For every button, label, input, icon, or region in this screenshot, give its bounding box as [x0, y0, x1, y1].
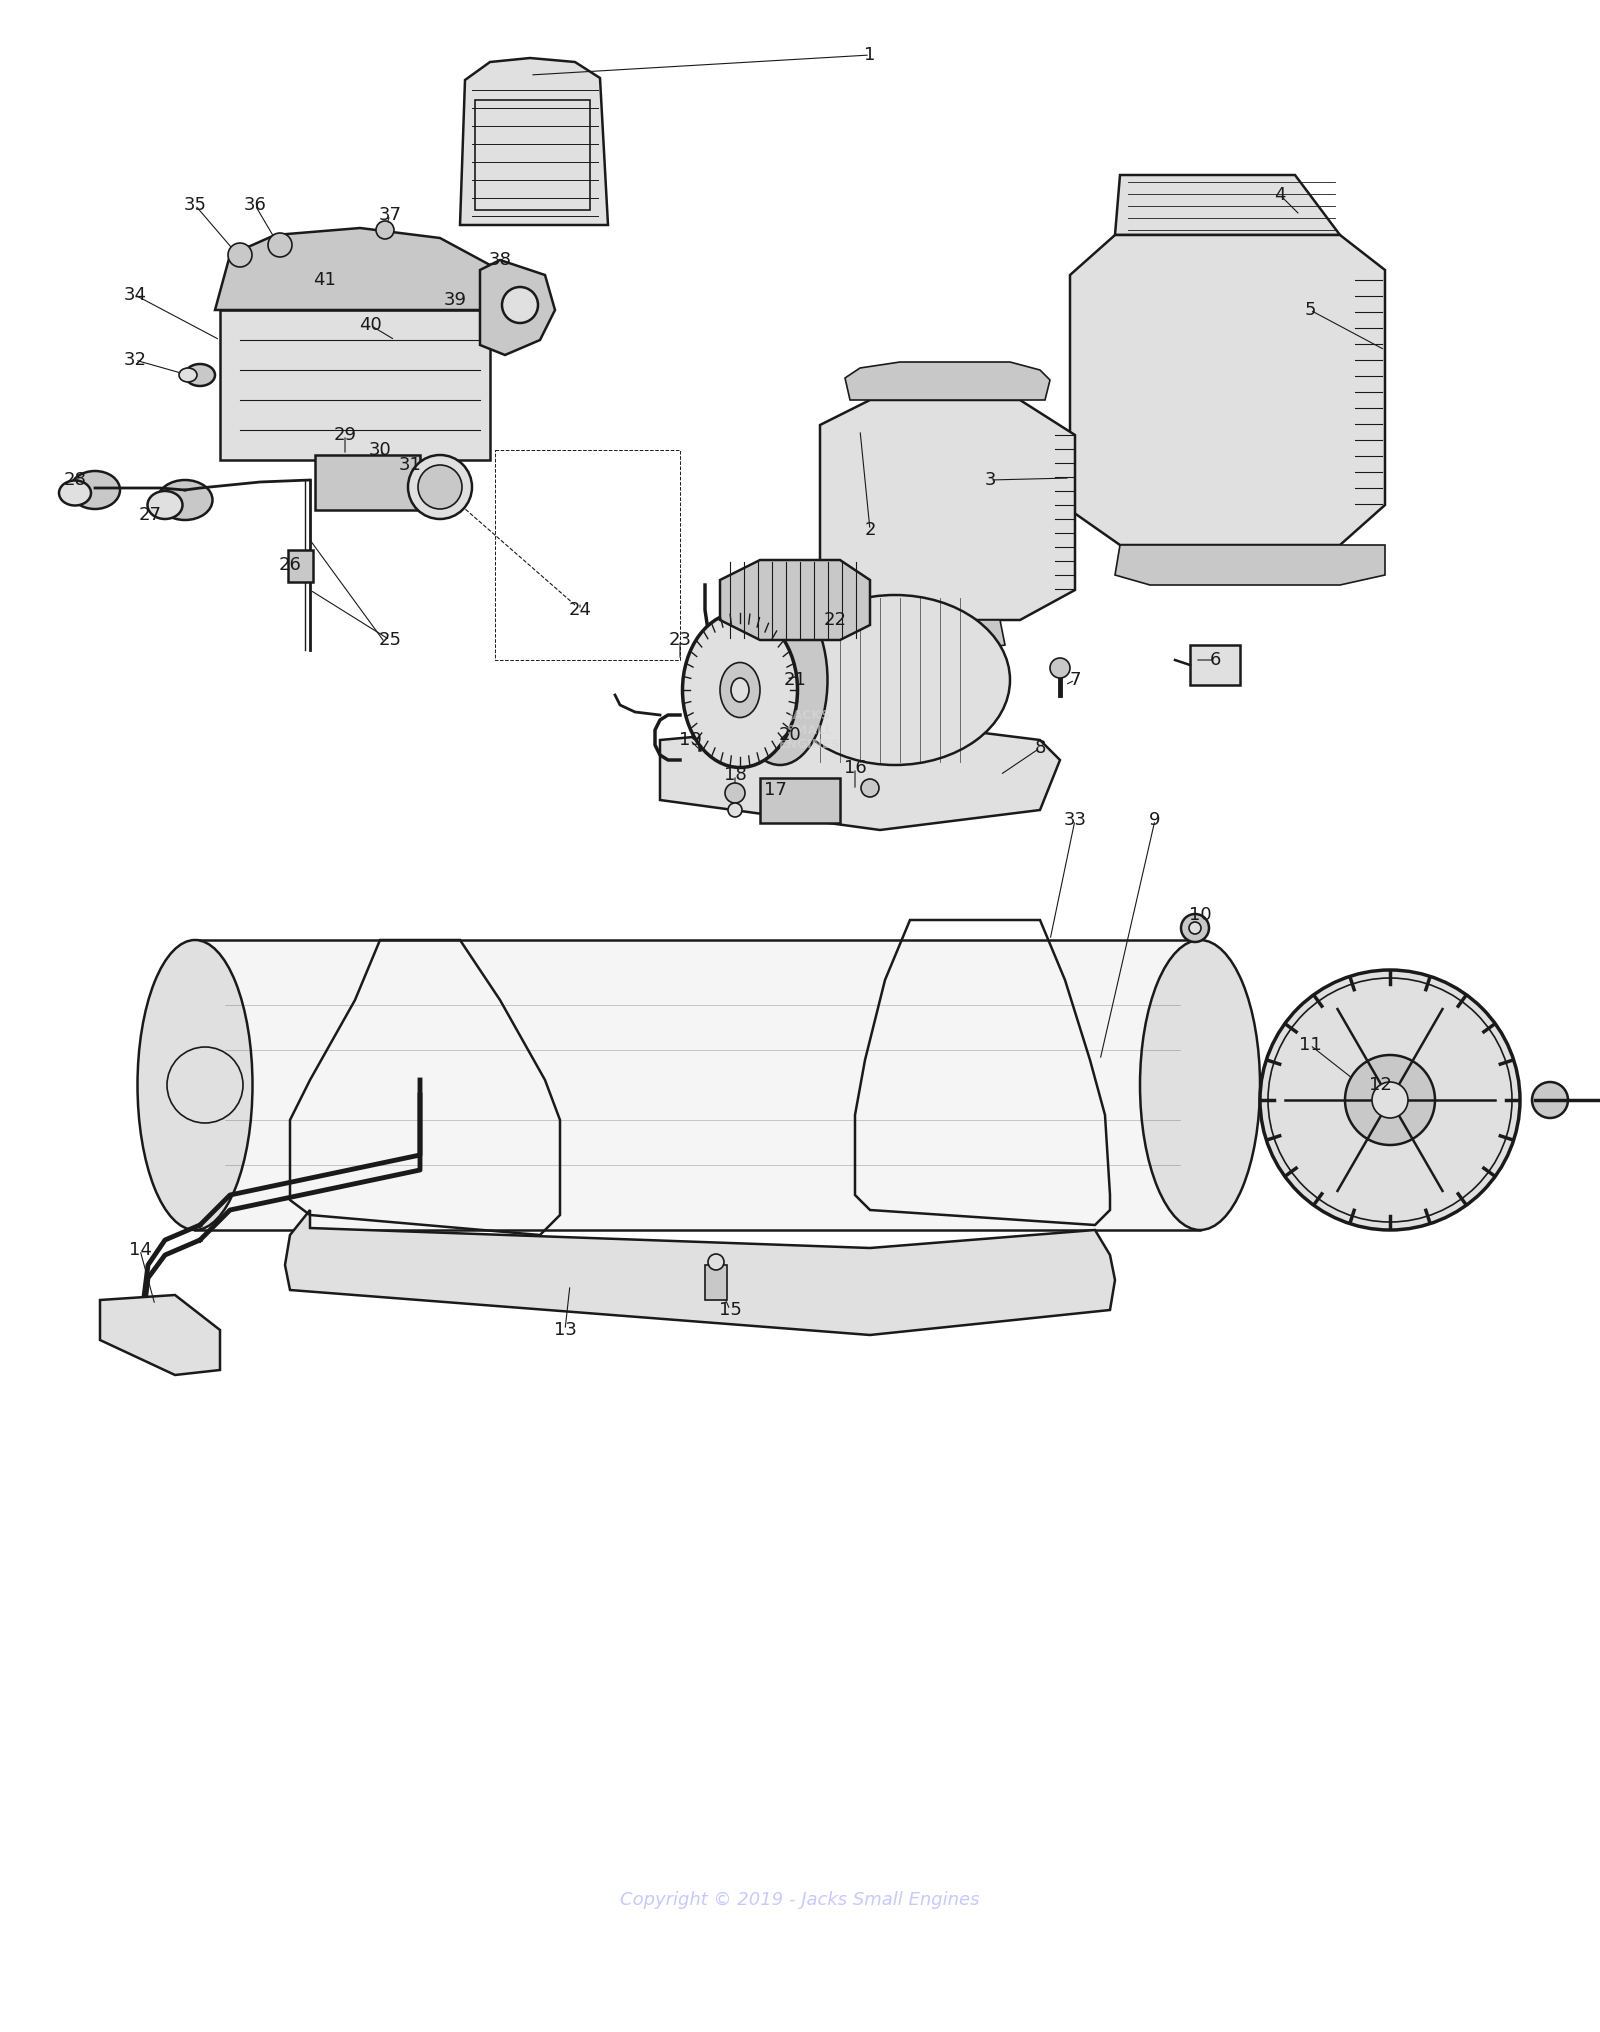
- Circle shape: [502, 287, 538, 323]
- Ellipse shape: [683, 612, 797, 768]
- Ellipse shape: [179, 368, 197, 382]
- Polygon shape: [480, 260, 555, 356]
- Ellipse shape: [781, 595, 1010, 764]
- Text: 19: 19: [678, 732, 701, 750]
- FancyBboxPatch shape: [315, 455, 419, 510]
- Text: 2: 2: [864, 520, 875, 538]
- Text: 4: 4: [1274, 187, 1286, 203]
- Polygon shape: [819, 400, 1075, 620]
- Polygon shape: [661, 719, 1059, 829]
- Text: 3: 3: [984, 471, 995, 490]
- Text: 14: 14: [128, 1242, 152, 1260]
- Ellipse shape: [138, 941, 253, 1229]
- Text: 12: 12: [1368, 1077, 1392, 1093]
- Text: 35: 35: [184, 195, 206, 213]
- Ellipse shape: [720, 662, 760, 717]
- Text: 27: 27: [139, 506, 162, 524]
- Circle shape: [1050, 658, 1070, 679]
- Text: 13: 13: [554, 1321, 576, 1339]
- FancyBboxPatch shape: [760, 778, 840, 823]
- Text: 34: 34: [123, 287, 147, 305]
- Ellipse shape: [731, 679, 749, 701]
- Text: 7: 7: [1069, 671, 1080, 689]
- Text: 20: 20: [779, 725, 802, 744]
- Circle shape: [1261, 969, 1520, 1229]
- Text: 40: 40: [358, 317, 381, 333]
- Text: 21: 21: [784, 671, 806, 689]
- Ellipse shape: [186, 364, 214, 386]
- Text: 29: 29: [333, 427, 357, 445]
- Circle shape: [1189, 923, 1202, 935]
- Circle shape: [418, 465, 462, 508]
- Text: 6: 6: [1210, 650, 1221, 669]
- Text: JACKS
SMALL
ENGINES: JACKS SMALL ENGINES: [779, 709, 840, 752]
- Text: 30: 30: [368, 441, 392, 459]
- Circle shape: [1346, 1055, 1435, 1144]
- Circle shape: [1181, 914, 1210, 943]
- Text: 26: 26: [278, 557, 301, 573]
- Text: 22: 22: [824, 612, 846, 630]
- Polygon shape: [845, 362, 1050, 400]
- Text: 23: 23: [669, 632, 691, 648]
- Polygon shape: [1115, 545, 1386, 585]
- FancyBboxPatch shape: [706, 1266, 726, 1300]
- Text: 8: 8: [1034, 740, 1046, 758]
- Polygon shape: [1070, 236, 1386, 545]
- Text: 41: 41: [314, 270, 336, 289]
- Text: 39: 39: [443, 291, 467, 309]
- Text: 37: 37: [379, 205, 402, 224]
- Ellipse shape: [733, 595, 827, 764]
- Ellipse shape: [59, 480, 91, 506]
- Text: 25: 25: [379, 632, 402, 648]
- Text: 15: 15: [718, 1300, 741, 1319]
- Text: 16: 16: [843, 760, 866, 776]
- FancyBboxPatch shape: [221, 311, 490, 459]
- FancyBboxPatch shape: [1190, 644, 1240, 685]
- Text: Copyright © 2019 - Jacks Small Engines: Copyright © 2019 - Jacks Small Engines: [621, 1892, 979, 1908]
- Ellipse shape: [157, 480, 213, 520]
- Ellipse shape: [707, 1254, 723, 1270]
- Text: 18: 18: [723, 766, 746, 784]
- Polygon shape: [1115, 175, 1341, 236]
- FancyBboxPatch shape: [195, 941, 1200, 1229]
- Circle shape: [1373, 1081, 1408, 1118]
- Text: 24: 24: [568, 601, 592, 620]
- Ellipse shape: [1139, 941, 1261, 1229]
- Polygon shape: [845, 620, 1005, 654]
- Ellipse shape: [147, 492, 182, 518]
- Text: 32: 32: [123, 352, 147, 370]
- Circle shape: [229, 244, 253, 266]
- Circle shape: [408, 455, 472, 518]
- Polygon shape: [285, 1209, 1115, 1335]
- Ellipse shape: [728, 803, 742, 817]
- Text: 10: 10: [1189, 906, 1211, 925]
- Polygon shape: [720, 561, 870, 640]
- Text: 28: 28: [64, 471, 86, 490]
- Text: 38: 38: [488, 252, 512, 268]
- Text: 33: 33: [1064, 811, 1086, 829]
- Ellipse shape: [725, 782, 746, 803]
- Text: 9: 9: [1149, 811, 1160, 829]
- Text: 31: 31: [398, 455, 421, 473]
- Circle shape: [1533, 1081, 1568, 1118]
- Polygon shape: [214, 228, 494, 311]
- Circle shape: [376, 221, 394, 240]
- Polygon shape: [99, 1294, 221, 1376]
- Ellipse shape: [70, 471, 120, 508]
- Text: 1: 1: [864, 47, 875, 63]
- Polygon shape: [461, 59, 608, 226]
- Text: 17: 17: [763, 780, 787, 799]
- Text: 5: 5: [1304, 301, 1315, 319]
- Circle shape: [269, 234, 291, 256]
- Ellipse shape: [861, 778, 878, 797]
- FancyBboxPatch shape: [288, 551, 314, 581]
- Text: 11: 11: [1299, 1036, 1322, 1055]
- Text: 36: 36: [243, 195, 267, 213]
